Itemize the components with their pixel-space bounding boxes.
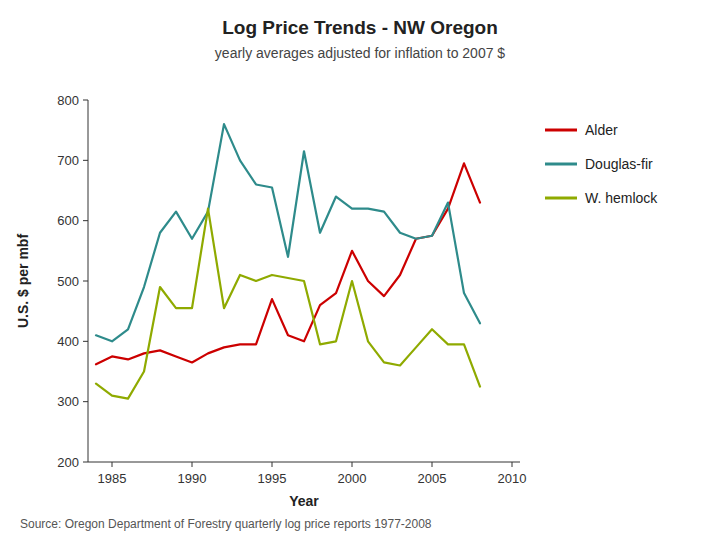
x-axis-label: Year xyxy=(289,493,319,509)
y-tick xyxy=(83,220,88,221)
legend-swatch xyxy=(545,129,577,132)
y-tick xyxy=(83,462,88,463)
title: Log Price Trends - NW Oregon xyxy=(222,17,498,38)
legend: Alder Douglas-fir W. hemlock xyxy=(545,122,658,206)
y-tick-label: 300 xyxy=(57,394,79,409)
x-tick xyxy=(272,462,273,467)
x-tick xyxy=(352,462,353,467)
y-axis-label: U.S. $ per mbf xyxy=(15,234,31,328)
series-lines xyxy=(96,124,480,399)
x-tick xyxy=(112,462,113,467)
y-tick-label: 500 xyxy=(57,274,79,289)
x-tick-label: 2005 xyxy=(418,471,447,486)
y-tick-label: 700 xyxy=(57,153,79,168)
x-tick xyxy=(432,462,433,467)
x-tick xyxy=(512,462,513,467)
y-tick xyxy=(83,281,88,282)
series-line xyxy=(96,124,480,341)
x-tick-label: 1995 xyxy=(258,471,287,486)
legend-swatch xyxy=(545,197,577,200)
y-tick xyxy=(83,160,88,161)
y-tick-label: 200 xyxy=(57,455,79,470)
y-tick-label: 600 xyxy=(57,213,79,228)
x-tick-label: 2010 xyxy=(498,471,527,486)
series-line xyxy=(96,209,480,399)
legend-swatch xyxy=(545,163,577,166)
y-tick-label: 800 xyxy=(57,93,79,108)
chart: Log Price Trends - NW Oregon yearly avera… xyxy=(0,0,720,540)
x-tick-label: 2000 xyxy=(338,471,367,486)
legend-label: W. hemlock xyxy=(585,190,658,206)
subtitle: yearly averages adjusted for inflation t… xyxy=(215,45,506,61)
axes: 1985 1990 1995 2000 2005 2010 200 300 400 500 600 7… xyxy=(57,93,526,487)
x-tick xyxy=(192,462,193,467)
y-tick xyxy=(83,401,88,402)
legend-label: Alder xyxy=(585,122,618,138)
series-line xyxy=(96,163,480,364)
y-tick-label: 400 xyxy=(57,334,79,349)
source-note: Source: Oregon Department of Forestry qu… xyxy=(20,517,432,531)
x-tick-label: 1990 xyxy=(178,471,207,486)
y-tick xyxy=(83,100,88,101)
legend-label: Douglas-fir xyxy=(585,156,653,172)
x-tick-label: 1985 xyxy=(98,471,127,486)
x-axis-line xyxy=(88,462,520,463)
y-tick xyxy=(83,341,88,342)
